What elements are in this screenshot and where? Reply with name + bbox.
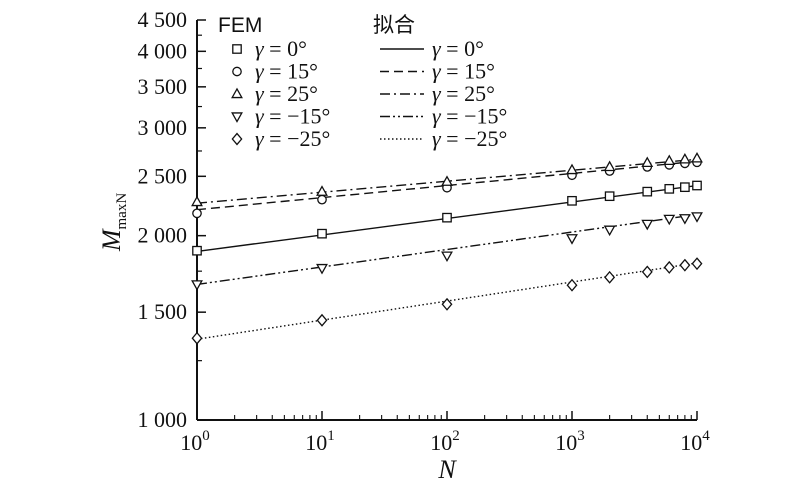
data-point-0-4 — [604, 191, 615, 202]
data-point-0-8 — [692, 180, 702, 191]
data-point-4-7 — [679, 258, 691, 272]
data-point-4-5 — [641, 265, 653, 279]
data-point-3-3 — [566, 234, 578, 245]
data-point-2-5 — [641, 156, 654, 168]
x-tick-label-4: 104 — [680, 428, 710, 455]
data-point-3-5 — [641, 219, 654, 231]
legend-fem-label-4: γ = −25° — [255, 126, 330, 151]
data-point-3-1 — [316, 263, 328, 275]
data-point-0-6 — [664, 183, 675, 194]
legend-fit-label-3: γ = −15° — [432, 104, 507, 129]
x-axis-label: N — [437, 455, 457, 484]
data-point-2-6 — [663, 154, 676, 166]
y-tick-label-6: 4 000 — [138, 38, 188, 63]
legend-fit-label-0: γ = 0° — [432, 36, 484, 61]
data-point-4-0 — [191, 331, 203, 345]
legend-fem-label-1: γ = 15° — [255, 59, 318, 84]
data-point-3-0 — [191, 280, 203, 291]
legend-fit-label-4: γ = −25° — [432, 126, 507, 151]
fit-line-3 — [196, 213, 698, 286]
data-point-3-2 — [441, 251, 453, 263]
y-tick-label-2: 2 000 — [138, 223, 188, 248]
legend: FEM 拟合 γ = 0° γ = 0°γ = 15° γ = 15°γ = 25°… — [218, 14, 507, 151]
legend-fit-label-2: γ = 25° — [432, 81, 495, 106]
y-axis-label: MmaxN — [97, 193, 130, 252]
x-tick-label-3: 103 — [555, 428, 585, 455]
data-point-2-7 — [678, 152, 691, 164]
y-tick-label-7: 4 500 — [138, 7, 188, 32]
data-point-4-6 — [663, 260, 675, 274]
data-point-0-1 — [317, 228, 327, 239]
data-point-2-3 — [566, 163, 578, 175]
legend-marker-4 — [231, 132, 243, 146]
y-axis-label-main: M — [97, 228, 126, 252]
data-point-3-7 — [678, 214, 691, 225]
legend-fit-header: 拟合 — [373, 14, 415, 37]
data-point-0-3 — [567, 195, 577, 206]
legend-fem-label-2: γ = 25° — [255, 81, 318, 106]
legend-fem-label-0: γ = 0° — [255, 36, 307, 61]
legend-fem-label-3: γ = −15° — [255, 104, 330, 129]
data-point-4-2 — [441, 297, 453, 311]
data-point-4-1 — [316, 313, 328, 327]
data-point-2-0 — [191, 195, 203, 207]
y-tick-label-3: 2 500 — [138, 163, 188, 188]
legend-marker-1 — [232, 66, 242, 77]
x-ticks: 100 101 102 103 104 — [180, 411, 710, 455]
data-point-1-0 — [192, 208, 202, 219]
y-tick-label-1: 1 500 — [138, 299, 188, 324]
data-point-0-0 — [192, 245, 202, 256]
legend-fit-label-1: γ = 15° — [432, 59, 495, 84]
y-tick-label-5: 3 500 — [138, 74, 188, 99]
legend-fem-header: FEM — [218, 14, 262, 37]
data-point-3-8 — [691, 212, 703, 223]
legend-marker-0 — [232, 44, 242, 54]
data-point-4-4 — [604, 270, 616, 284]
data-point-0-5 — [642, 186, 653, 197]
data-point-3-4 — [603, 225, 616, 237]
y-ticks: 1 000 1 500 2 000 2 500 3 000 3 500 4 000 4 500 — [138, 7, 206, 432]
data-point-2-2 — [441, 175, 453, 186]
data-point-2-4 — [603, 160, 616, 172]
legend-marker-3 — [231, 112, 243, 123]
data-point-4-3 — [566, 278, 578, 292]
data-point-0-2 — [442, 212, 452, 223]
y-axis-label-sub: maxN — [114, 193, 130, 230]
data-point-2-1 — [316, 185, 328, 196]
data-point-3-6 — [663, 214, 676, 226]
x-tick-label-2: 102 — [430, 428, 460, 455]
x-tick-label-0: 100 — [180, 428, 210, 455]
data-point-1-1 — [317, 194, 327, 205]
legend-marker-2 — [231, 87, 243, 99]
data-point-2-8 — [691, 151, 703, 163]
data-markers — [191, 151, 703, 345]
data-point-4-8 — [691, 257, 703, 271]
fit-line-2 — [196, 158, 698, 204]
data-point-0-7 — [680, 182, 690, 193]
y-tick-label-0: 1 000 — [138, 407, 188, 432]
y-tick-label-4: 3 000 — [138, 115, 188, 140]
x-tick-label-1: 101 — [305, 428, 335, 455]
